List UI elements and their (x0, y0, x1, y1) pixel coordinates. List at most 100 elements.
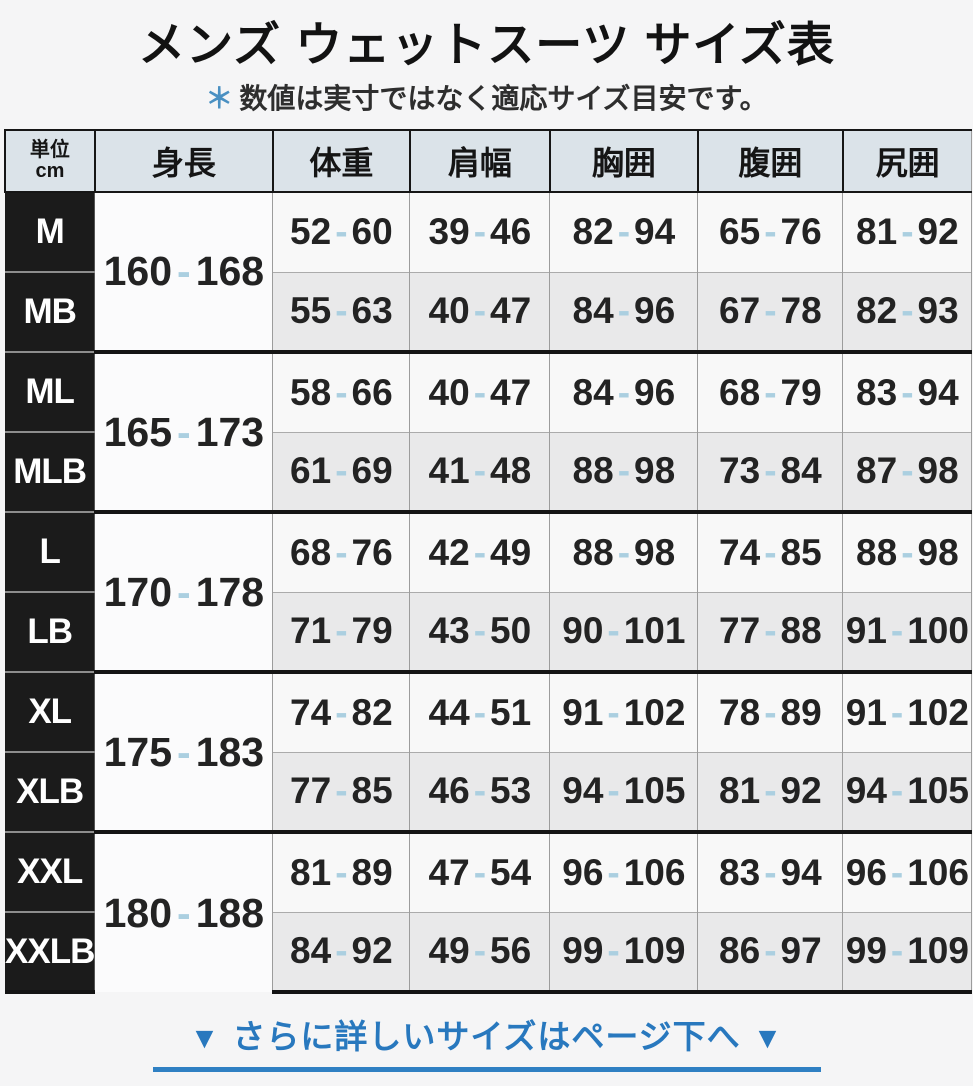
range-dash: - (470, 770, 490, 811)
range-min: 91 (846, 692, 887, 733)
size-label: XLB (5, 752, 95, 832)
range-max: 93 (918, 290, 959, 331)
range-min: 78 (719, 692, 760, 733)
range-max: 63 (352, 290, 393, 331)
range-min: 58 (290, 372, 331, 413)
range-max: 94 (918, 372, 959, 413)
range-dash: - (470, 852, 490, 893)
range-max: 46 (490, 211, 531, 252)
size-label: MB (5, 272, 95, 352)
range-cell: 40-47 (410, 272, 550, 352)
range-min: 91 (846, 610, 887, 651)
range-dash: - (603, 770, 623, 811)
range-dash: - (331, 930, 351, 971)
range-cell: 68-79 (698, 352, 843, 432)
range-max: 102 (624, 692, 686, 733)
table-row: M 160-168 52-60 39-46 82-94 65-76 81-92 (5, 192, 972, 272)
range-min: 88 (856, 532, 897, 573)
range-cell: 55-63 (273, 272, 410, 352)
range-dash: - (614, 450, 634, 491)
range-min: 175 (104, 729, 172, 775)
range-min: 73 (719, 450, 760, 491)
range-cell: 84-92 (273, 912, 410, 992)
range-min: 68 (719, 372, 760, 413)
range-max: 51 (490, 692, 531, 733)
range-min: 47 (429, 852, 470, 893)
range-max: 96 (634, 290, 675, 331)
range-max: 98 (918, 450, 959, 491)
range-cell: 91-102 (550, 672, 698, 752)
range-dash: - (470, 692, 490, 733)
range-cell: 77-85 (273, 752, 410, 832)
range-dash: - (172, 729, 196, 775)
footer-link[interactable]: ▼さらに詳しいサイズはページ下へ▼ (0, 1010, 973, 1058)
size-label: M (5, 192, 95, 272)
column-header-shoulder: 肩幅 (410, 130, 550, 192)
range-dash: - (760, 450, 780, 491)
range-max: 173 (196, 409, 264, 455)
range-min: 96 (846, 852, 887, 893)
range-dash: - (470, 290, 490, 331)
range-dash: - (331, 610, 351, 651)
size-label: XL (5, 672, 95, 752)
range-min: 165 (104, 409, 172, 455)
range-min: 55 (290, 290, 331, 331)
height-range-cell: 160-168 (95, 192, 273, 352)
range-cell: 74-85 (698, 512, 843, 592)
range-min: 42 (429, 532, 470, 573)
subtitle-note: ＊数値は実寸ではなく適応サイズ目安です。 (0, 77, 973, 117)
range-cell: 91-100 (843, 592, 972, 672)
range-dash: - (760, 770, 780, 811)
range-dash: - (614, 211, 634, 252)
range-cell: 52-60 (273, 192, 410, 272)
range-dash: - (897, 450, 917, 491)
range-cell: 68-76 (273, 512, 410, 592)
range-cell: 83-94 (843, 352, 972, 432)
range-max: 54 (490, 852, 531, 893)
height-range-cell: 180-188 (95, 832, 273, 992)
range-dash: - (887, 930, 907, 971)
range-min: 65 (719, 211, 760, 252)
size-table: 単位 cm 身長 体重 肩幅 胸囲 腹囲 尻囲 M 160-168 52-60 … (4, 129, 972, 994)
range-cell: 96-106 (550, 832, 698, 912)
range-max: 98 (918, 532, 959, 573)
range-dash: - (172, 890, 196, 936)
range-cell: 73-84 (698, 432, 843, 512)
range-max: 88 (781, 610, 822, 651)
range-cell: 81-92 (698, 752, 843, 832)
range-max: 85 (352, 770, 393, 811)
range-cell: 81-89 (273, 832, 410, 912)
range-min: 180 (104, 890, 172, 936)
range-cell: 81-92 (843, 192, 972, 272)
size-label: ML (5, 352, 95, 432)
range-min: 160 (104, 248, 172, 294)
range-max: 84 (781, 450, 822, 491)
range-dash: - (897, 290, 917, 331)
range-dash: - (470, 372, 490, 413)
range-cell: 83-94 (698, 832, 843, 912)
range-dash: - (760, 211, 780, 252)
range-dash: - (470, 211, 490, 252)
range-dash: - (760, 372, 780, 413)
range-cell: 91-102 (843, 672, 972, 752)
column-header-weight: 体重 (273, 130, 410, 192)
range-dash: - (470, 532, 490, 573)
range-max: 47 (490, 290, 531, 331)
subtitle-text: 数値は実寸ではなく適応サイズ目安です。 (239, 83, 767, 114)
range-max: 178 (196, 569, 264, 615)
range-dash: - (331, 290, 351, 331)
unit-label: 単位 (6, 140, 94, 161)
range-dash: - (603, 692, 623, 733)
range-dash: - (760, 290, 780, 331)
range-max: 79 (352, 610, 393, 651)
range-dash: - (760, 930, 780, 971)
range-dash: - (760, 692, 780, 733)
range-dash: - (760, 610, 780, 651)
range-min: 39 (429, 211, 470, 252)
range-min: 86 (719, 930, 760, 971)
range-max: 92 (352, 930, 393, 971)
range-cell: 96-106 (843, 832, 972, 912)
range-cell: 87-98 (843, 432, 972, 512)
range-dash: - (897, 532, 917, 573)
range-min: 77 (719, 610, 760, 651)
